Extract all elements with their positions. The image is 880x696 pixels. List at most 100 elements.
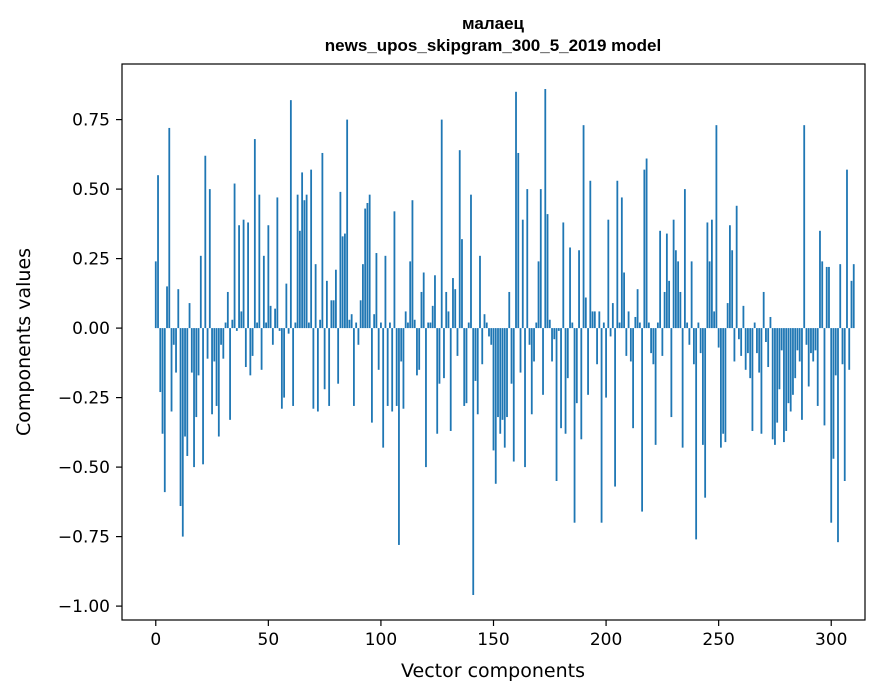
bar-199 xyxy=(602,322,605,329)
bar-108 xyxy=(398,328,400,545)
bar-5 xyxy=(166,286,168,329)
bar-122 xyxy=(429,322,432,329)
bar-279 xyxy=(783,328,785,443)
bar-303 xyxy=(837,328,839,543)
bar-47 xyxy=(260,328,263,370)
bar-228 xyxy=(668,280,671,329)
bar-175 xyxy=(548,319,551,329)
x-tick-label-4: 200 xyxy=(590,630,622,650)
y-tick-label-6: 0.50 xyxy=(72,180,110,200)
bar-133 xyxy=(454,289,457,329)
bar-286 xyxy=(798,328,801,362)
bar-270 xyxy=(762,291,765,329)
bar-81 xyxy=(337,328,340,384)
x-axis-label: Vector components xyxy=(401,660,585,682)
bar-74 xyxy=(321,152,324,329)
bar-180 xyxy=(560,328,562,429)
bar-283 xyxy=(792,328,794,395)
bar-259 xyxy=(738,328,740,340)
x-tick-label-3: 150 xyxy=(477,630,509,650)
bar-136 xyxy=(461,239,463,329)
bar-163 xyxy=(521,219,524,329)
bar-130 xyxy=(447,311,450,329)
bar-24 xyxy=(208,189,211,329)
bar-129 xyxy=(445,291,448,329)
bar-200 xyxy=(605,328,607,398)
bar-184 xyxy=(569,247,571,329)
bar-156 xyxy=(506,328,508,418)
bar-19 xyxy=(197,328,200,376)
bar-80 xyxy=(334,269,337,329)
bar-275 xyxy=(774,328,776,445)
bar-269 xyxy=(760,328,763,434)
bar-245 xyxy=(706,222,709,329)
bar-100 xyxy=(380,322,382,329)
bar-35 xyxy=(233,183,236,329)
bar-301 xyxy=(832,328,835,459)
bar-208 xyxy=(623,272,625,329)
bar-9 xyxy=(175,328,177,373)
bar-219 xyxy=(647,322,650,329)
bar-104 xyxy=(389,322,391,329)
bar-280 xyxy=(785,328,788,431)
bar-54 xyxy=(276,197,279,329)
bar-220 xyxy=(650,328,653,354)
bar-44 xyxy=(253,139,256,329)
bar-27 xyxy=(215,328,218,406)
bar-302 xyxy=(834,328,837,376)
bar-173 xyxy=(544,89,547,329)
bar-67 xyxy=(305,194,308,329)
bar-203 xyxy=(611,303,614,329)
bar-69 xyxy=(310,169,313,329)
bar-15 xyxy=(188,303,191,329)
bar-207 xyxy=(620,197,623,329)
bar-116 xyxy=(416,328,418,376)
bar-233 xyxy=(679,291,682,329)
bar-55 xyxy=(278,328,281,331)
bar-79 xyxy=(332,300,335,329)
bar-59 xyxy=(287,328,290,334)
bar-93 xyxy=(364,208,367,329)
bar-113 xyxy=(409,261,412,329)
bar-36 xyxy=(235,328,238,331)
bar-305 xyxy=(841,328,844,365)
bar-177 xyxy=(553,328,556,340)
bar-215 xyxy=(638,322,641,329)
bar-28 xyxy=(217,328,220,437)
bar-232 xyxy=(677,261,680,329)
bar-85 xyxy=(346,119,349,329)
bar-256 xyxy=(731,250,734,329)
bar-221 xyxy=(652,328,655,365)
bar-102 xyxy=(384,255,387,329)
bar-194 xyxy=(591,311,594,329)
bar-43 xyxy=(251,328,254,356)
bar-258 xyxy=(735,205,738,329)
bar-83 xyxy=(341,236,344,329)
bar-77 xyxy=(328,328,331,406)
bar-252 xyxy=(722,328,725,434)
bar-234 xyxy=(681,328,684,448)
bar-73 xyxy=(319,319,322,329)
bar-179 xyxy=(557,328,560,331)
bar-248 xyxy=(713,311,716,329)
bar-12 xyxy=(181,328,184,537)
bar-272 xyxy=(767,328,770,368)
x-tick-label-0: 0 xyxy=(150,630,161,650)
bar-14 xyxy=(186,328,189,456)
bar-266 xyxy=(753,322,756,329)
y-axis-label: Components values xyxy=(13,248,35,436)
bar-202 xyxy=(609,328,612,337)
bar-49 xyxy=(265,322,267,329)
bar-72 xyxy=(316,328,319,412)
bar-75 xyxy=(323,328,326,390)
bar-157 xyxy=(508,291,511,329)
bar-110 xyxy=(402,328,405,409)
bar-64 xyxy=(298,230,301,329)
bar-212 xyxy=(632,328,634,429)
bar-271 xyxy=(765,328,767,342)
chart-subtitle: news_upos_skipgram_300_5_2019 model xyxy=(325,36,661,55)
bar-143 xyxy=(476,328,479,415)
bar-235 xyxy=(683,189,686,329)
bar-134 xyxy=(456,328,459,356)
bar-56 xyxy=(280,328,283,409)
